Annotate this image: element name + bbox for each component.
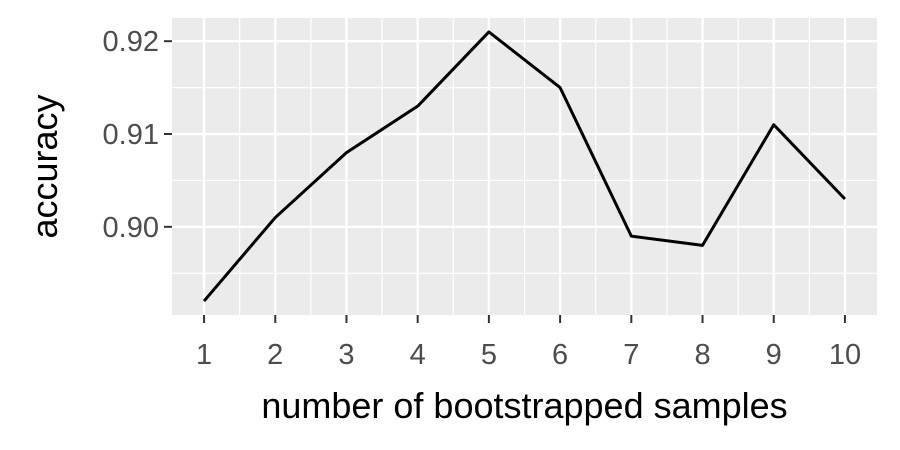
x-tick-label: 2 (267, 339, 283, 371)
x-tick-label: 3 (338, 339, 354, 371)
x-tick-label: 5 (481, 339, 497, 371)
x-tick-label: 1 (196, 339, 212, 371)
y-axis: 0.90 0.91 0.92 (103, 26, 172, 244)
accuracy-line (202, 30, 847, 303)
minor-gridlines (172, 18, 877, 315)
x-tick-label: 7 (623, 339, 639, 371)
x-tick-label: 8 (694, 339, 710, 371)
y-tick-label: 0.91 (103, 119, 159, 151)
x-tick-label: 9 (766, 339, 782, 371)
major-gridlines (172, 18, 877, 315)
x-tick-label: 6 (552, 339, 568, 371)
x-axis-title: number of bootstrapped samples (261, 385, 787, 426)
x-axis: 1 2 3 4 5 6 7 8 9 10 (196, 315, 861, 371)
x-tick-label: 10 (829, 339, 861, 371)
y-tick-label: 0.90 (103, 212, 159, 244)
y-axis-title: accuracy (24, 94, 65, 238)
y-tick-label: 0.92 (103, 26, 159, 58)
x-tick-label: 4 (410, 339, 426, 371)
